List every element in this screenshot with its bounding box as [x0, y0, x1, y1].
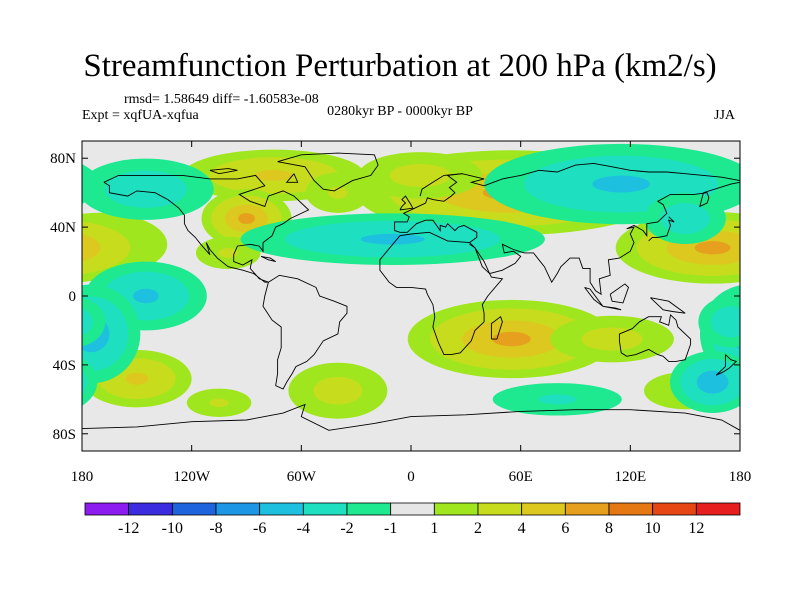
- colorbar-label: 2: [474, 520, 482, 537]
- x-tick-label: 120W: [173, 469, 211, 485]
- contour-band: [736, 159, 800, 220]
- colorbar-label: -6: [253, 520, 266, 537]
- contour-band: [761, 272, 800, 321]
- colorbar-label: -4: [297, 520, 310, 537]
- contour-band: [763, 171, 800, 208]
- x-tick-label: 60W: [287, 469, 317, 485]
- contour-band: [697, 371, 729, 394]
- colorbar-box: [653, 503, 697, 515]
- contour-band: [756, 358, 800, 399]
- colorbar-box: [216, 503, 260, 515]
- contour-band: [37, 241, 73, 254]
- contour-band: [39, 371, 71, 394]
- colorbar-box: [347, 503, 391, 515]
- contour-band: [783, 373, 800, 385]
- contour-band: [125, 373, 148, 385]
- y-tick-label: 40S: [53, 358, 76, 374]
- y-tick-label: 80S: [53, 427, 76, 443]
- y-tick-label: 80N: [50, 151, 76, 167]
- colorbar-label: 1: [430, 520, 438, 537]
- contour-band: [2, 203, 51, 234]
- x-tick-label: 0: [407, 469, 415, 485]
- colorbar-label: -2: [340, 520, 353, 537]
- contour-band: [538, 395, 576, 405]
- y-tick-label: 40N: [50, 220, 76, 236]
- colorbar-label: 10: [645, 520, 661, 537]
- y-tick-label: 0: [69, 289, 77, 305]
- colorbar-box: [260, 503, 304, 515]
- contour-band: [0, 193, 68, 244]
- colorbar-label: -1: [384, 520, 397, 537]
- colorbar-label: -12: [118, 520, 139, 537]
- contour-band: [582, 328, 643, 351]
- colorbar-box: [85, 503, 129, 515]
- contour-band: [209, 399, 228, 407]
- x-tick-label: 120E: [614, 469, 646, 485]
- contour-band: [695, 241, 731, 254]
- colorbar-box: [303, 503, 347, 515]
- contour-band: [744, 238, 772, 251]
- colorbar-box: [172, 503, 216, 515]
- contour-band: [313, 377, 362, 405]
- x-tick-label: 180: [729, 469, 752, 485]
- colorbar-label: 8: [605, 520, 613, 537]
- x-tick-label: 60E: [509, 469, 533, 485]
- colorbar-box: [565, 503, 609, 515]
- contour-band: [361, 234, 425, 245]
- colorbar-label: 6: [561, 520, 569, 537]
- contour-band: [791, 289, 800, 303]
- colorbar-label: -10: [162, 520, 183, 537]
- colorbar-box: [609, 503, 653, 515]
- colorbar-box: [478, 503, 522, 515]
- colorbar-box: [129, 503, 173, 515]
- contour-band: [740, 350, 800, 407]
- colorbar-label: -8: [209, 520, 222, 537]
- colorbar-box: [391, 503, 435, 515]
- colorbar-label: 4: [518, 520, 526, 537]
- colorbar-box: [434, 503, 478, 515]
- contour-band: [743, 262, 800, 331]
- contour-band: [592, 176, 650, 193]
- colorbar-box: [696, 503, 740, 515]
- contour-band: [390, 164, 451, 187]
- contour-band: [53, 306, 93, 337]
- contour-band: [711, 306, 751, 337]
- contour-band: [133, 289, 159, 303]
- contour-band: [238, 213, 255, 224]
- colorbar-box: [522, 503, 566, 515]
- contour-band: [0, 150, 9, 235]
- contour-band: [255, 170, 293, 181]
- streamfunction-chart: 180 120W 60W 0 60E 120E 18080N40N040S80S -12 -1…: [0, 0, 800, 600]
- colorbar-label: 12: [688, 520, 704, 537]
- contour-band: [660, 203, 709, 234]
- contour-band: [0, 372, 68, 409]
- x-tick-label: 180: [71, 469, 94, 485]
- contour-band: [0, 316, 16, 363]
